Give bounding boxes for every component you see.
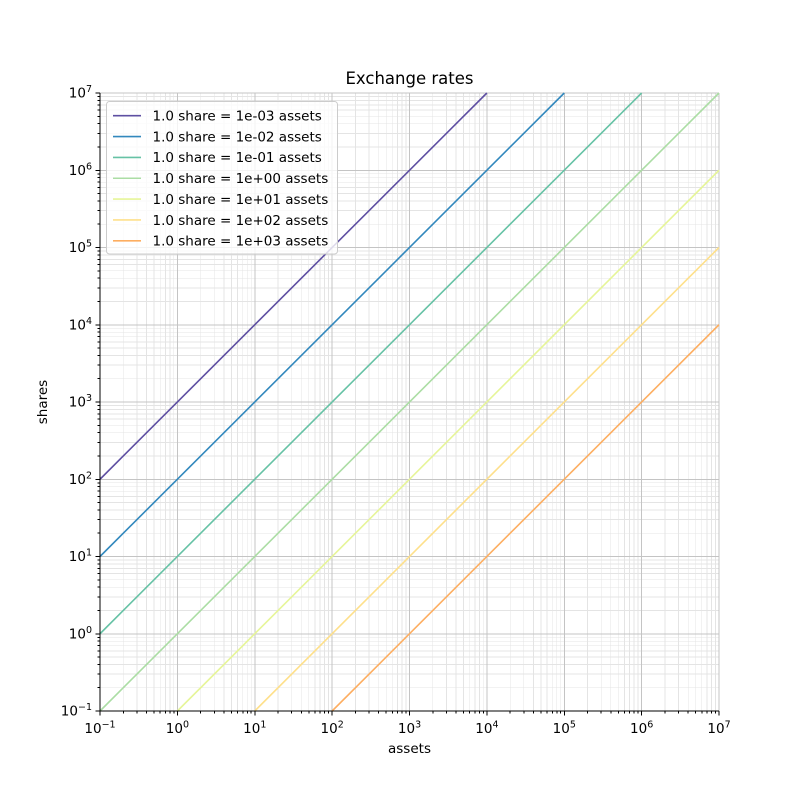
legend-box [106,101,338,255]
series-line [254,246,720,712]
x-axis-label: assets [388,741,431,757]
y-tick-label: 103 [69,393,92,411]
x-tick-label: 101 [243,720,266,738]
series-line [331,324,720,712]
y-tick-label: 101 [69,548,92,566]
series-line [99,92,565,558]
legend-label: 1.0 share = 1e-02 assets [153,129,322,145]
legend-label: 1.0 share = 1e+02 assets [153,213,329,229]
legend-label: 1.0 share = 1e-03 assets [153,109,322,125]
series-line [99,92,643,635]
y-tick-label: 106 [69,161,92,179]
series-line [176,169,720,712]
x-tick-label: 104 [475,720,498,738]
y-tick-label: 107 [69,84,92,102]
series-line [99,92,720,712]
legend-label: 1.0 share = 1e+00 assets [153,171,329,187]
x-tick-label: 106 [630,720,653,738]
x-tick-label: 103 [398,720,421,738]
y-tick-label: 102 [69,470,92,488]
axes [95,92,720,716]
x-tick-label: 105 [553,720,576,738]
legend: 1.0 share = 1e-03 assets 1.0 share = 1e-0… [106,101,338,255]
legend-label: 1.0 share = 1e-01 assets [153,150,322,166]
series-line [99,92,488,480]
chart-title: Exchange rates [346,69,474,88]
plot-lines [99,92,720,712]
x-tick-label: 10−1 [84,720,115,738]
y-tick-label: 10−1 [61,702,92,720]
x-tick-label: 107 [707,720,730,738]
x-tick-label: 102 [321,720,344,738]
y-tick-label: 100 [69,625,92,643]
y-tick-label: 105 [69,239,92,257]
y-axis-label: shares [35,380,51,424]
legend-label: 1.0 share = 1e+03 assets [153,234,329,250]
y-tick-label: 104 [69,316,92,334]
x-tick-label: 100 [166,720,189,738]
legend-label: 1.0 share = 1e+01 assets [153,192,329,208]
